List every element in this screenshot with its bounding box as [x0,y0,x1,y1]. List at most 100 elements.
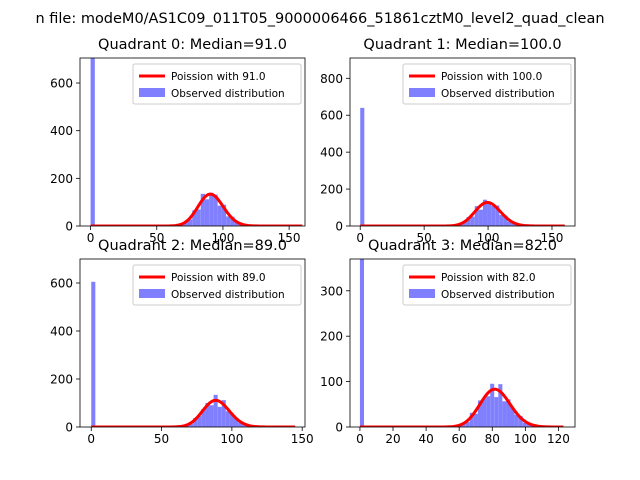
histogram-bar [494,397,499,427]
quadrant-title: Quadrant 3: Median=82.0 [368,238,557,254]
histogram-bar [466,217,471,226]
histogram-bar [197,416,202,427]
x-tick-label: 50 [417,231,432,245]
y-tick-label: 100 [320,375,343,389]
histogram-bar [478,209,483,226]
x-tick-label: 80 [485,432,500,446]
histogram-bar [510,407,515,427]
histogram-bar [205,402,210,427]
y-tick-label: 600 [320,109,343,123]
quadrant-3-plot-area [359,259,564,427]
x-tick-label: 50 [154,432,169,446]
quadrant-title: Quadrant 0: Median=91.0 [98,37,287,53]
histogram-bar [498,384,503,427]
legend-bar-swatch [139,88,165,97]
histogram-bar [91,281,96,427]
y-tick-label: 400 [50,325,73,339]
histogram-bar [225,411,230,427]
legend-bar-swatch [409,88,435,97]
y-tick-label: 0 [65,220,73,234]
legend-box [132,63,302,105]
histogram-bar [522,422,527,427]
y-tick-label: 600 [50,277,73,291]
x-tick-label: 20 [385,432,400,446]
histogram-bar [221,400,226,427]
histogram-bar [491,205,496,226]
y-tick-label: 200 [50,373,73,387]
x-tick-label: 150 [278,231,301,245]
x-tick-label: 0 [356,432,364,446]
y-tick-label: 800 [320,72,343,86]
y-tick-label: 200 [320,183,343,197]
legend-box [402,63,572,105]
histogram-bar [482,199,488,226]
y-tick-label: 400 [320,146,343,160]
legend-label-observed: Observed distribution [171,289,285,301]
y-tick-label: 0 [335,421,343,435]
histogram-bar [360,107,365,226]
histogram-bar [499,214,504,226]
histogram-bar [201,409,206,427]
histogram-bar [502,401,507,427]
histogram-bar [477,400,483,427]
legend-label-fit: Poission with 100.0 [441,71,542,83]
histogram-bar [217,205,222,226]
legend-box [402,264,572,306]
histogram-bar [486,396,491,427]
quadrant-0-chart: 0 50 100 150 0 200 400 600 Poission with 91.0 Obs… [50,37,306,245]
histogram-bar [189,423,194,427]
axes-frame [349,57,576,227]
x-tick-label: 150 [541,231,564,245]
legend-label-fit: Poission with 89.0 [171,272,266,284]
quadrant-3-chart: 0 20 40 60 80 100 120 0 100 200 300 Poission with 8… [320,238,576,446]
x-tick-label: 150 [291,432,314,446]
legend-label-fit: Poission with 91.0 [171,71,266,83]
y-tick-label: 300 [320,284,343,298]
histogram-bar [469,412,474,427]
histogram-bar [229,413,234,427]
figure-suptitle: n file: modeM0/AS1C09_011T05_9000006466_… [35,11,604,27]
quadrant-title: Quadrant 2: Median=89.0 [98,238,287,254]
x-tick-label: 0 [356,231,364,245]
histogram-bar [183,221,188,226]
axes-frame [349,258,576,428]
x-tick-label: 0 [87,231,95,245]
y-tick-label: 0 [335,220,343,234]
histogram-bar [474,206,479,226]
x-tick-label: 120 [547,432,570,446]
histogram-bar [359,259,364,427]
histogram-bar [238,422,243,427]
quadrant-1-chart: 0 50 100 150 0 200 400 600 800 Poission with 100.… [320,37,576,245]
histogram-bar [213,394,218,427]
histogram-bar [470,216,475,226]
legend-label-fit: Poission with 82.0 [441,272,536,284]
x-tick-label: 0 [87,432,95,446]
y-tick-label: 400 [50,124,73,138]
y-tick-label: 0 [65,421,73,435]
histogram-bar [490,383,495,427]
histogram-bar [196,209,201,226]
histogram-bar [506,399,511,427]
x-tick-label: 100 [211,231,234,245]
histogram-bar [230,216,235,226]
histogram-bar [226,216,231,226]
histogram-bar [200,193,205,226]
legend-label-observed: Observed distribution [441,88,555,100]
histogram-bar [221,204,227,226]
histogram-bar [518,416,523,427]
y-tick-label: 200 [50,172,73,186]
axes-frame [79,258,306,428]
histogram-bar [495,205,500,226]
histogram-bar [217,406,222,427]
histogram-bar [487,203,492,226]
histogram-bar [514,414,519,427]
legend-label-observed: Observed distribution [441,289,555,301]
histogram-bar [462,221,467,226]
histogram-bar [507,221,512,226]
quadrant-1-plot-area [360,107,565,226]
legend-label-observed: Observed distribution [171,88,285,100]
quadrant-2-chart: 0 50 100 150 0 200 400 600 Poission with 89.0 Obs… [50,238,314,446]
legend-bar-swatch [409,289,435,298]
histogram-bar [473,413,478,427]
